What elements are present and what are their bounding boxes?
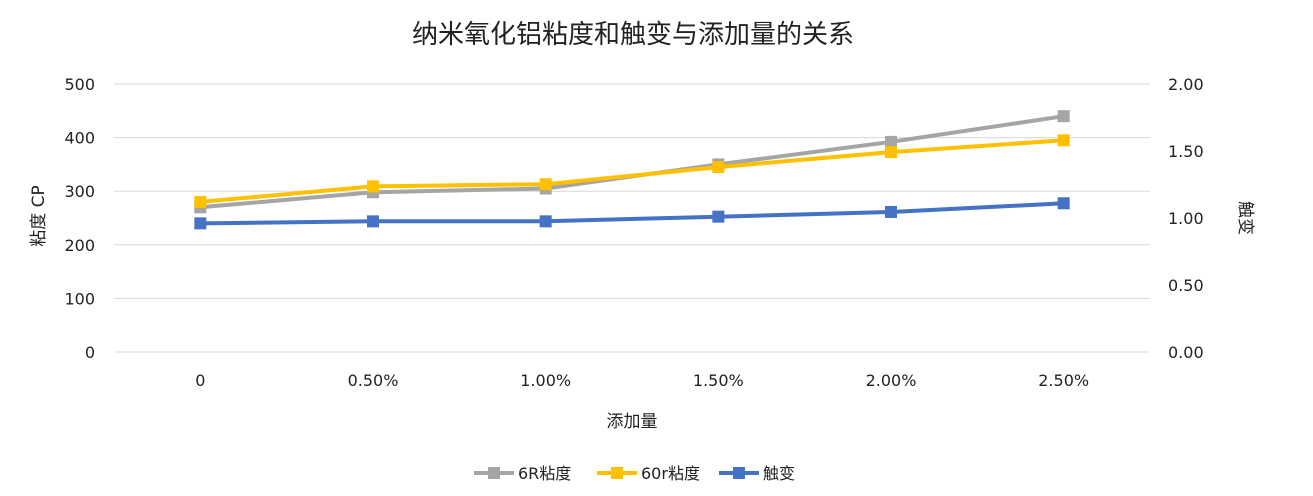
x-axis-tick-label: 2.50% bbox=[1038, 371, 1089, 390]
series-line bbox=[198, 114, 1066, 210]
legend-label: 6R粘度 bbox=[518, 464, 571, 483]
data-point-marker bbox=[539, 178, 552, 191]
legend-marker bbox=[488, 467, 500, 479]
right-axis-tick-label: 1.50 bbox=[1168, 142, 1204, 161]
left-axis-tick-label: 200 bbox=[64, 236, 95, 255]
left-axis-tick-label: 400 bbox=[64, 129, 95, 148]
right-axis-title: 触变 bbox=[1235, 201, 1255, 235]
data-point-marker bbox=[194, 217, 207, 230]
data-point-marker bbox=[885, 146, 897, 159]
right-axis-tick-label: 0.50 bbox=[1168, 276, 1204, 295]
series-line bbox=[198, 201, 1066, 226]
right-axis-tick-label: 1.00 bbox=[1168, 209, 1204, 228]
left-axis-title: 粘度 CP bbox=[29, 185, 49, 247]
x-axis-ticks: 0 0.50% 1.00% 1.50% 2.00% 2.50% bbox=[195, 371, 1089, 390]
left-axis-tick-label: 300 bbox=[64, 182, 95, 201]
legend-marker bbox=[733, 467, 745, 479]
left-axis-tick-label: 100 bbox=[64, 289, 95, 308]
data-point-marker bbox=[712, 161, 725, 174]
right-axis-tick-label: 0.00 bbox=[1168, 343, 1204, 362]
data-point-marker bbox=[194, 195, 207, 208]
x-axis-title: 添加量 bbox=[607, 412, 658, 432]
legend-marker bbox=[611, 467, 623, 479]
legend-label: 60r粘度 bbox=[641, 464, 700, 483]
x-axis-tick-label: 0 bbox=[195, 371, 205, 390]
data-point-marker bbox=[885, 135, 897, 148]
data-point-marker bbox=[539, 215, 552, 228]
x-axis-tick-label: 2.00% bbox=[866, 371, 917, 390]
series-line bbox=[198, 138, 1066, 204]
data-point-marker bbox=[1057, 197, 1070, 210]
data-point-marker bbox=[712, 210, 725, 223]
data-point-marker bbox=[885, 205, 897, 218]
chart-title: 纳米氧化铝粘度和触变与添加量的关系 bbox=[412, 20, 854, 50]
data-point-marker bbox=[1057, 110, 1070, 123]
left-axis-tick-label: 500 bbox=[64, 75, 95, 94]
data-point-marker bbox=[367, 215, 379, 228]
x-axis-tick-label: 0.50% bbox=[348, 371, 399, 390]
left-axis-tick-label: 0 bbox=[85, 343, 95, 362]
grid-lines bbox=[114, 83, 1150, 353]
right-axis-ticks: 0.00 0.50 1.00 1.50 2.00 bbox=[1168, 75, 1204, 362]
x-axis-tick-label: 1.00% bbox=[520, 371, 571, 390]
right-axis-tick-label: 2.00 bbox=[1168, 75, 1204, 94]
x-axis-tick-label: 1.50% bbox=[693, 371, 744, 390]
data-point-marker bbox=[1057, 134, 1070, 147]
data-point-marker bbox=[367, 180, 379, 193]
left-axis-ticks: 0 100 200 300 400 500 bbox=[64, 75, 95, 362]
series-layer bbox=[194, 110, 1070, 230]
legend-label: 触变 bbox=[763, 464, 795, 483]
legend: 6R粘度 60r粘度 触变 bbox=[474, 464, 795, 483]
